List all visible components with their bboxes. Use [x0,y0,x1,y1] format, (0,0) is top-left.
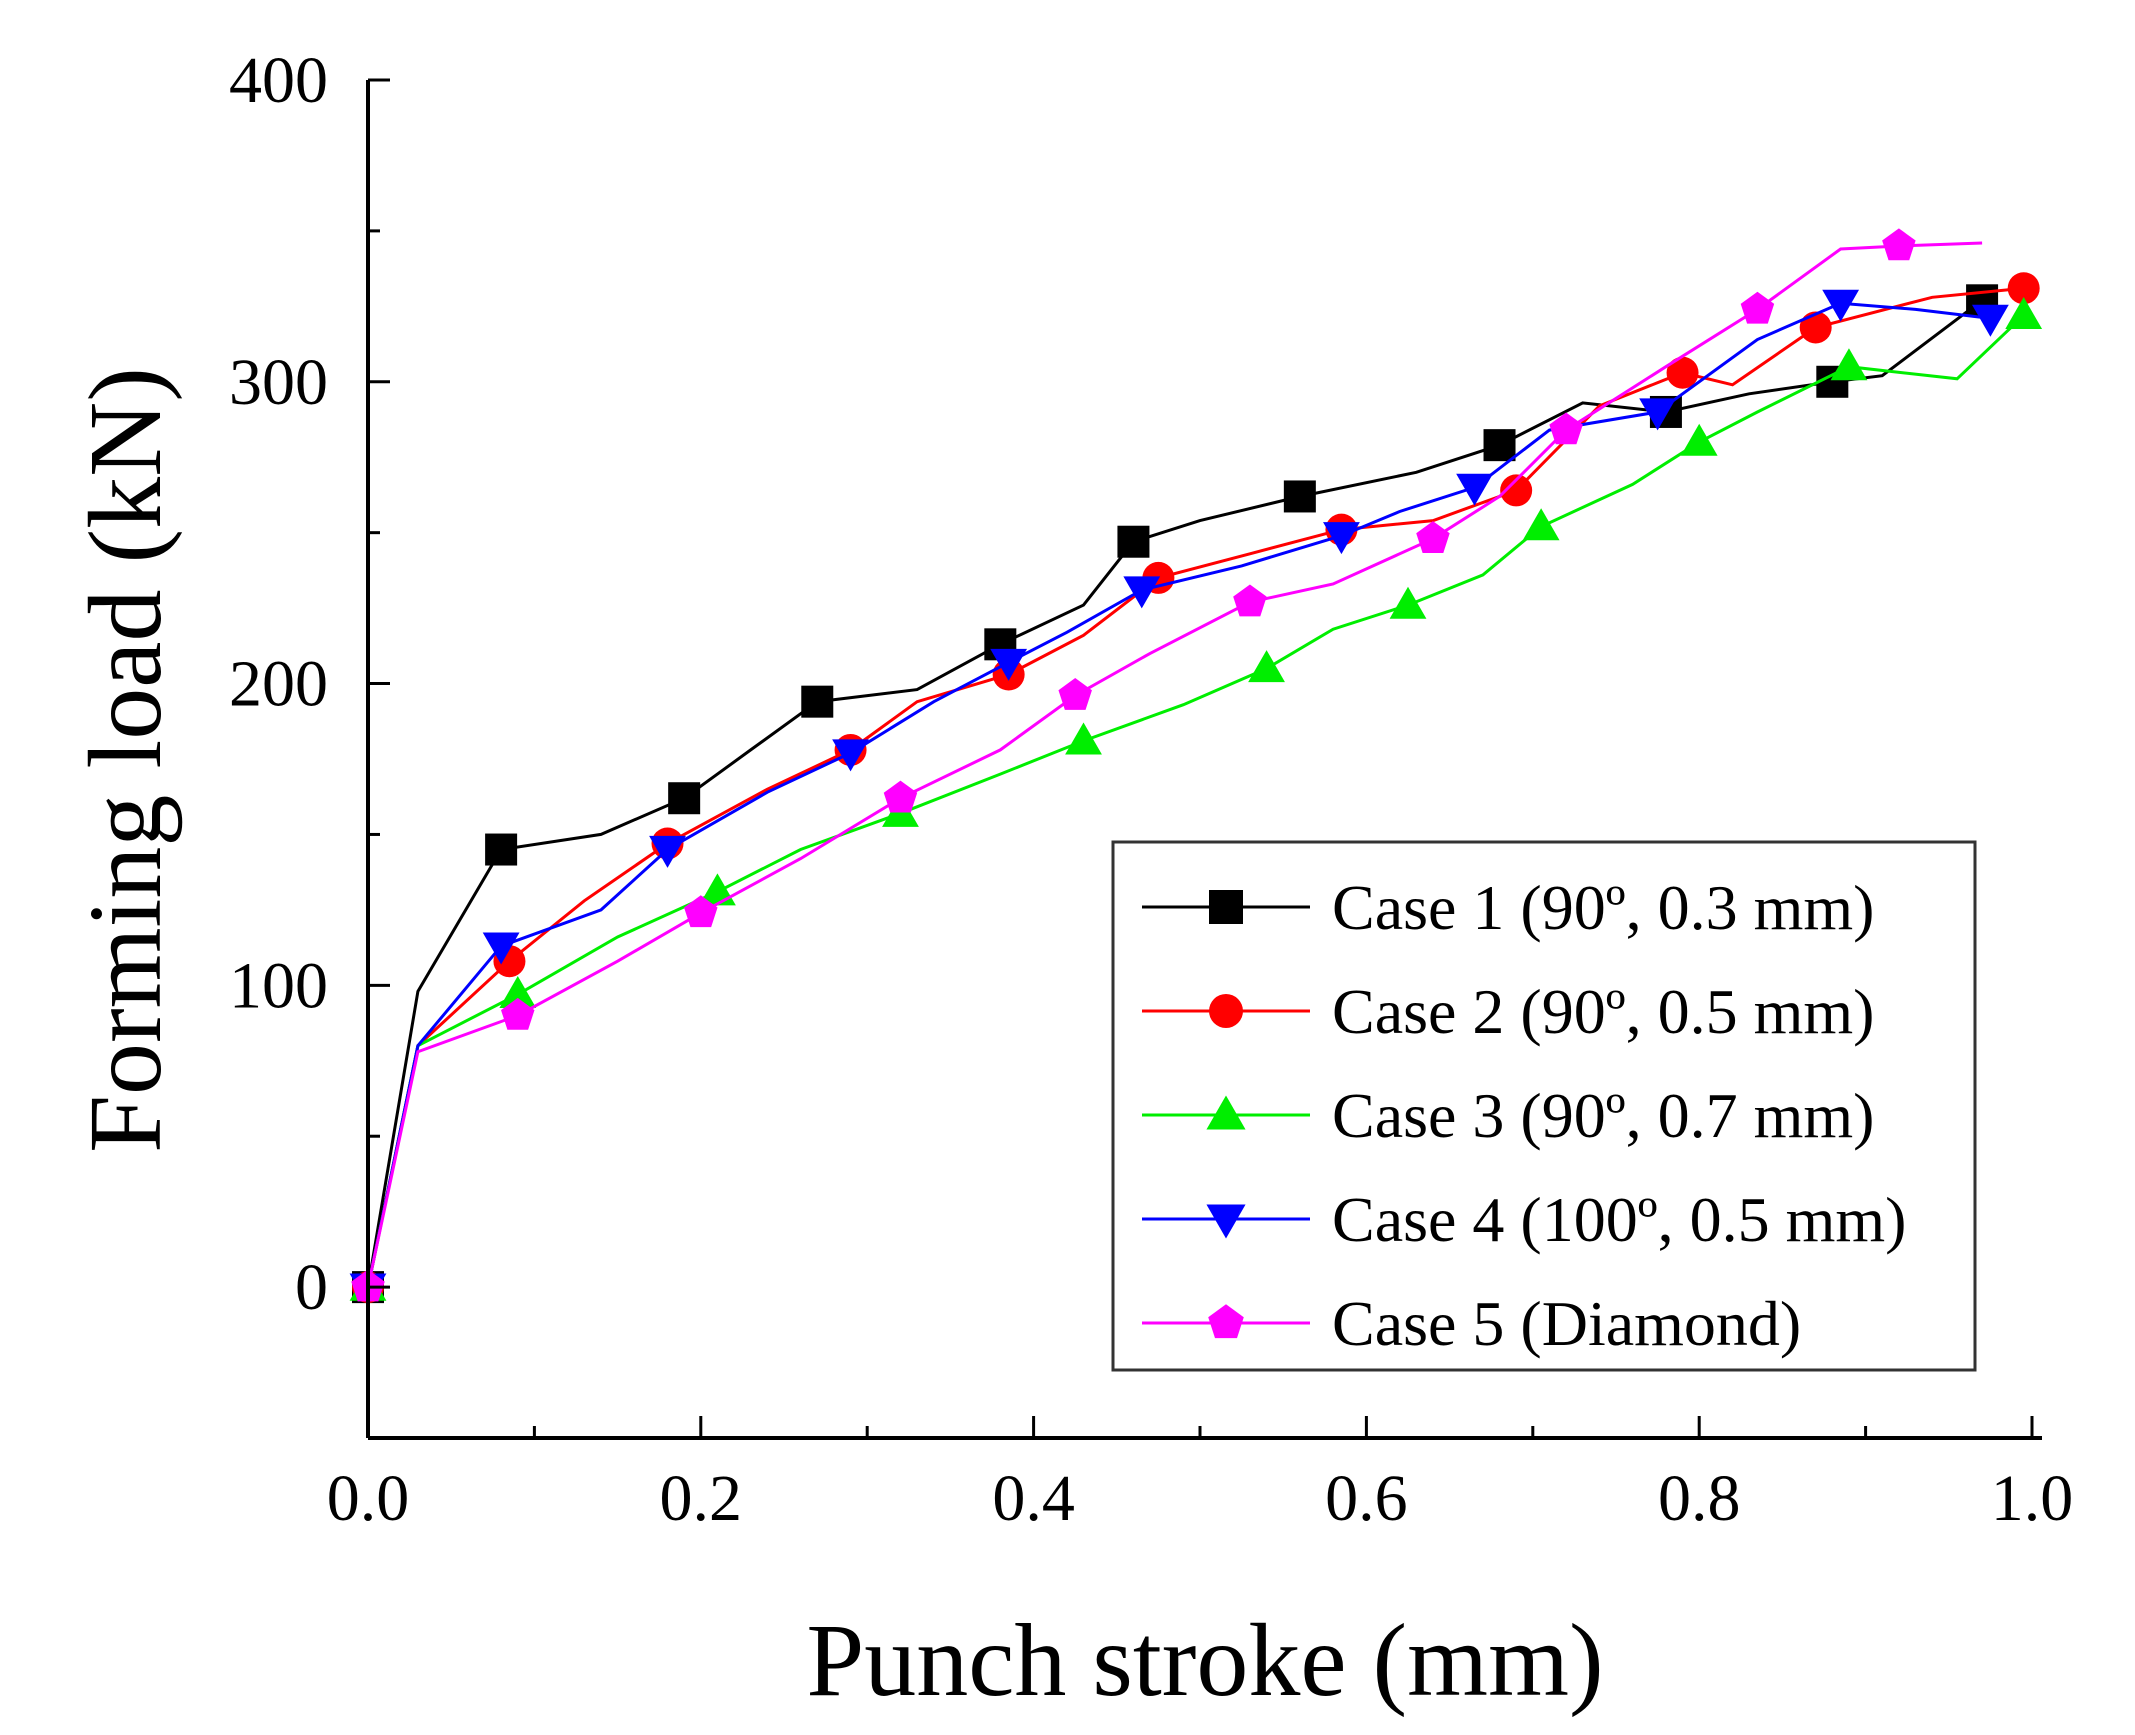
x-tick-label: 1.0 [1991,1462,2074,1535]
x-tick-label: 0.8 [1658,1462,1741,1535]
data-point [649,835,686,868]
x-tick-label: 0.6 [1325,1462,1408,1535]
legend-items: Case 1 (90º, 0.3 mm) Case 2 (90º, 0.5 mm)… [1142,872,1906,1359]
series-5 [351,228,1983,1302]
data-point [482,932,520,965]
data-point [1123,576,1161,609]
data-point [1323,522,1360,555]
data-point [1117,525,1150,558]
data-point [1416,521,1450,553]
legend-marker [1208,1304,1244,1339]
data-point [1549,412,1583,445]
y-tick-label: 300 [229,346,328,419]
data-point [883,780,918,813]
data-point [1483,429,1516,462]
data-point [1639,398,1676,431]
legend-marker [1206,1095,1246,1130]
legend-label: Case 4 (100º, 0.5 mm) [1332,1184,1906,1255]
legend-item: Case 4 (100º, 0.5 mm) [1142,1184,1906,1255]
data-point [1666,356,1699,389]
data-point [1522,508,1560,541]
data-point [1799,311,1832,344]
legend-box [1111,840,1977,1372]
legend-item: Case 5 (Diamond) [1142,1288,1801,1359]
data-point [1248,650,1285,683]
legend-label: Case 3 (90º, 0.7 mm) [1332,1080,1874,1151]
legend-item: Case 1 (90º, 0.3 mm) [1142,872,1874,943]
series-line [366,241,1983,1288]
data-point [1233,584,1267,617]
legend-item: Case 3 (90º, 0.7 mm) [1142,1080,1874,1151]
data-point [684,895,718,928]
data-point [1058,678,1092,710]
x-tick-label: 0.4 [992,1462,1075,1535]
y-tick-label: 400 [229,44,328,117]
data-point [1680,423,1718,456]
data-point [1972,304,2009,337]
ticks-layer: 0 100 200 300 400 0.0 0.2 0.4 0.6 0.8 1.0 [229,44,2073,1535]
data-point [1389,586,1427,619]
data-point [1283,480,1316,513]
data-point [668,782,701,815]
data-point [1065,722,1102,755]
data-point [1456,473,1493,506]
y-tick-label: 100 [229,949,328,1022]
series-1 [352,284,1999,1304]
legend-marker [1209,994,1243,1028]
series-layer [349,228,2043,1306]
y-tick-label: 0 [295,1251,328,1324]
series-3 [349,296,2043,1301]
y-tick-label: 200 [229,648,328,721]
data-point [1830,348,1868,381]
x-tick-label: 0.2 [660,1462,743,1535]
data-point [1822,289,1860,322]
y-axis-title: Forming load (kN) [68,367,183,1153]
data-point [485,833,518,866]
legend-item: Case 2 (90º, 0.5 mm) [1142,976,1874,1047]
legend-marker [1209,890,1243,924]
data-point [501,997,535,1030]
data-point [1500,474,1533,507]
data-point [832,739,869,772]
data-point [801,685,834,718]
data-point [1882,228,1916,261]
data-point [1740,291,1775,324]
data-point [499,975,537,1008]
x-axis-title: Punch stroke (mm) [806,1603,1603,1718]
legend-label: Case 1 (90º, 0.3 mm) [1332,872,1874,943]
legend-marker [1206,1204,1246,1239]
data-point [2005,296,2043,329]
data-point [2007,272,2040,305]
axes [366,80,2042,1440]
legend: Case 1 (90º, 0.3 mm) Case 2 (90º, 0.5 mm)… [1111,840,1977,1372]
data-point [990,648,1028,681]
legend-label: Case 2 (90º, 0.5 mm) [1332,976,1874,1047]
legend-label: Case 5 (Diamond) [1332,1288,1801,1359]
series-4 [349,289,2009,1306]
x-tick-label: 0.0 [327,1462,410,1535]
